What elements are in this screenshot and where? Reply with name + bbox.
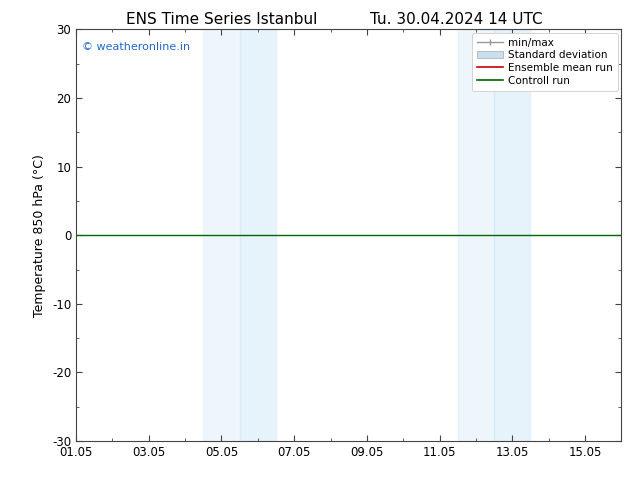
Bar bbox=[458, 29, 494, 441]
Bar bbox=[240, 29, 276, 441]
Bar bbox=[204, 29, 240, 441]
Text: ENS Time Series Istanbul: ENS Time Series Istanbul bbox=[126, 12, 318, 27]
Legend: min/max, Standard deviation, Ensemble mean run, Controll run: min/max, Standard deviation, Ensemble me… bbox=[472, 32, 618, 91]
Y-axis label: Temperature 850 hPa (°C): Temperature 850 hPa (°C) bbox=[34, 154, 46, 317]
Bar bbox=[494, 29, 531, 441]
Text: © weatheronline.in: © weatheronline.in bbox=[82, 42, 190, 52]
Text: Tu. 30.04.2024 14 UTC: Tu. 30.04.2024 14 UTC bbox=[370, 12, 543, 27]
